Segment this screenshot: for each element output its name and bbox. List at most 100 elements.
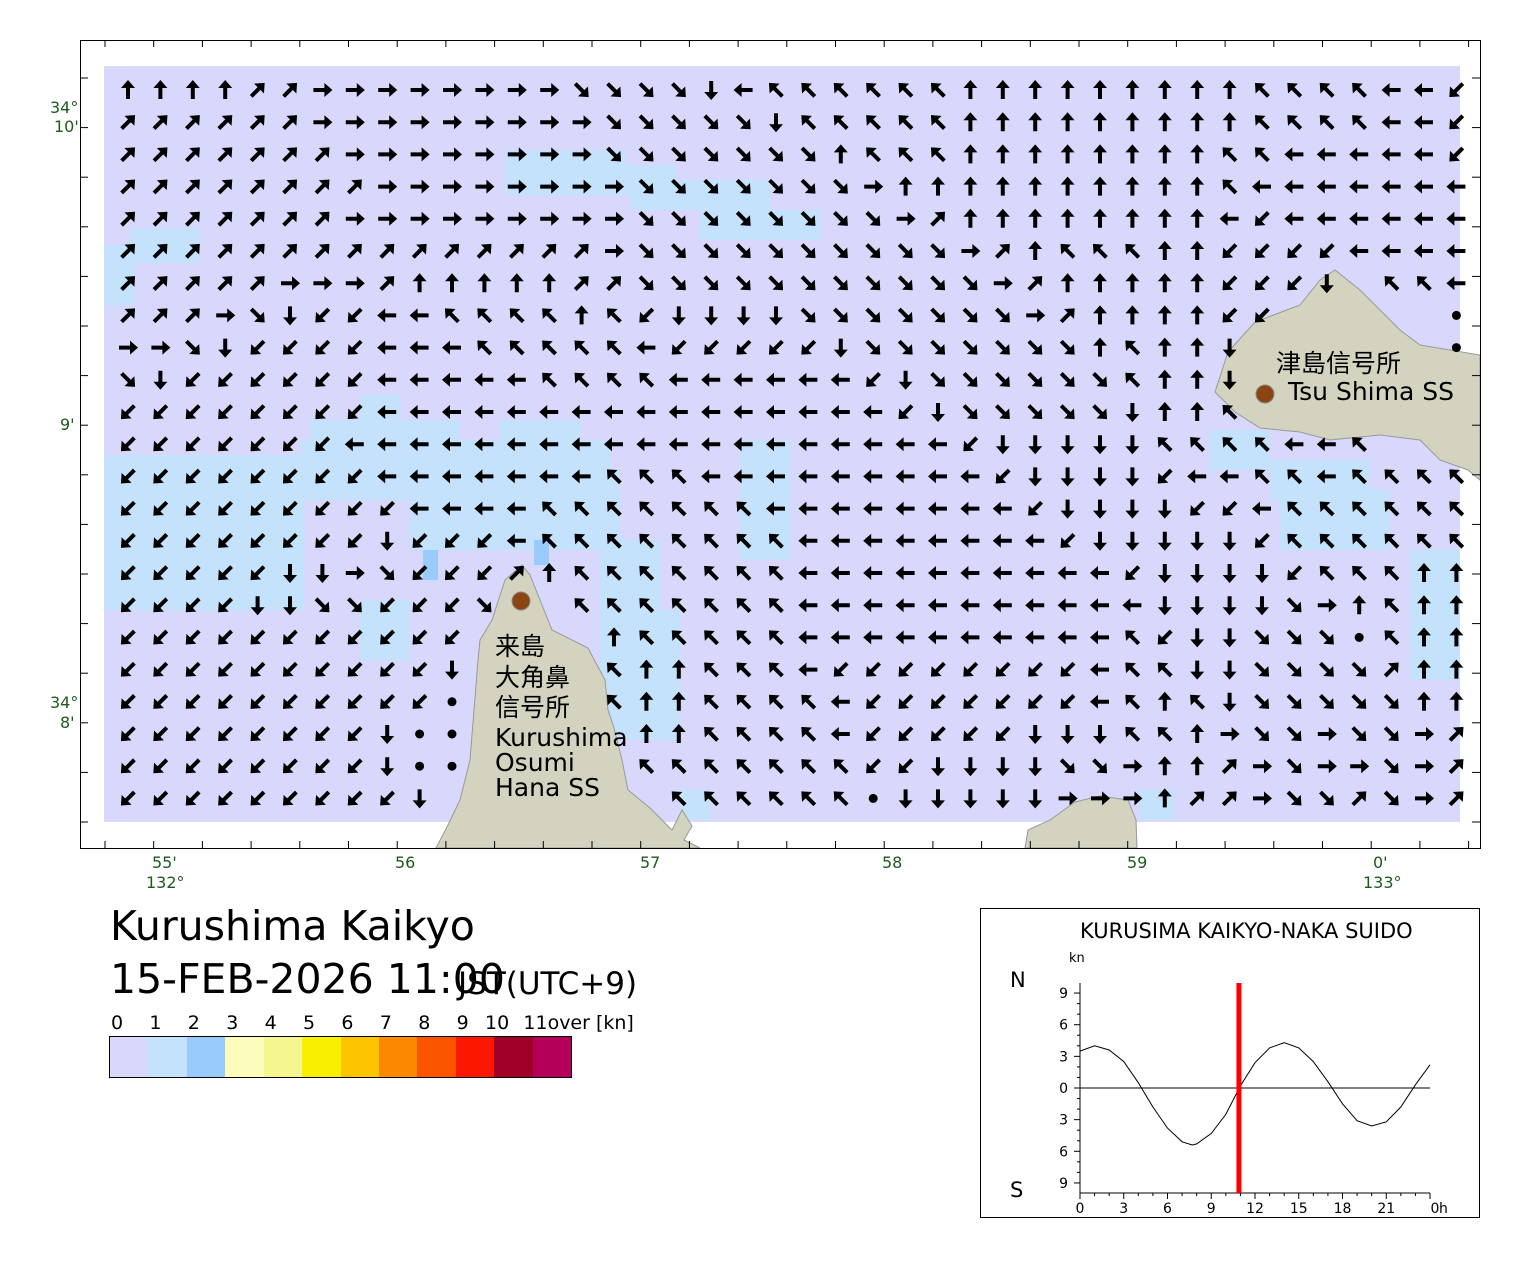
current-arrow — [1190, 241, 1205, 260]
current-arrow — [218, 790, 233, 806]
current-arrow — [249, 276, 265, 291]
tsushima-station-name-en: Tsu Shima SS — [1287, 377, 1454, 406]
current-arrow — [1190, 273, 1205, 293]
current-arrow — [152, 115, 168, 130]
current-arrow — [735, 275, 751, 291]
current-arrow — [217, 147, 233, 163]
y-tick-label: 9 — [1059, 1176, 1068, 1192]
current-arrow — [1286, 597, 1302, 613]
current-arrow — [120, 243, 136, 259]
current-arrow — [1190, 144, 1205, 164]
current-arrow — [798, 533, 818, 548]
current-arrow — [928, 501, 947, 516]
legend-swatch — [148, 1037, 187, 1077]
current-arrow — [1254, 147, 1270, 163]
current-arrow — [153, 468, 169, 484]
current-arrow — [1383, 694, 1399, 709]
current-arrow — [477, 308, 493, 324]
current-arrow — [830, 501, 850, 516]
current-arrow — [701, 372, 721, 387]
current-arrow — [218, 500, 233, 516]
current-arrow — [1092, 758, 1108, 774]
current-arrow — [185, 372, 201, 387]
current-arrow — [345, 566, 365, 580]
current-arrow — [995, 144, 1010, 164]
current-arrow — [542, 308, 557, 324]
current-arrow — [1254, 243, 1270, 259]
current-arrow — [378, 115, 398, 130]
current-arrow — [704, 565, 719, 581]
current-arrow — [833, 275, 848, 291]
speed-2-3kn-area — [534, 540, 549, 565]
current-arrow — [152, 211, 168, 227]
current-arrow — [1222, 243, 1238, 259]
current-arrow — [1319, 533, 1335, 549]
current-arrow — [315, 790, 331, 806]
current-arrow — [380, 694, 395, 709]
current-arrow — [1190, 694, 1205, 710]
current-arrow — [1190, 112, 1205, 132]
current-arrow — [476, 243, 492, 259]
current-arrow — [736, 501, 752, 517]
speed-1-2kn-area — [1210, 430, 1270, 470]
current-arrow — [347, 307, 363, 323]
current-arrow — [185, 404, 201, 420]
current-arrow — [249, 147, 265, 163]
current-arrow — [1060, 499, 1075, 519]
current-arrow — [218, 468, 233, 484]
current-arrow — [606, 114, 622, 130]
current-arrow — [1287, 243, 1303, 259]
current-arrow — [897, 243, 913, 259]
current-arrow — [1125, 176, 1140, 196]
current-arrow — [1287, 275, 1303, 291]
current-arrow — [995, 80, 1010, 99]
current-arrow — [930, 82, 946, 98]
current-arrow — [315, 726, 331, 742]
current-arrow — [1414, 83, 1433, 97]
current-arrow — [1220, 727, 1240, 741]
current-arrow — [120, 276, 136, 291]
kurushima-station-marker[interactable] — [511, 591, 531, 611]
calm-dot — [1451, 343, 1461, 353]
current-arrow — [1449, 501, 1465, 517]
current-arrow — [963, 112, 978, 132]
current-arrow — [573, 243, 589, 259]
current-arrow — [314, 243, 330, 259]
current-arrow — [1025, 598, 1045, 613]
current-arrow — [1351, 791, 1367, 807]
current-arrow — [995, 468, 1011, 484]
current-arrow — [1252, 501, 1271, 516]
current-arrow — [1125, 467, 1140, 487]
current-arrow — [152, 147, 168, 163]
current-arrow — [768, 726, 784, 742]
current-arrow — [1417, 595, 1431, 615]
current-arrow — [830, 437, 850, 452]
current-arrow — [152, 179, 168, 195]
current-arrow — [1449, 595, 1464, 615]
current-arrow — [1417, 627, 1431, 647]
current-arrow — [153, 436, 169, 452]
tsushima-station-marker[interactable] — [1255, 384, 1275, 404]
current-arrow — [282, 82, 298, 98]
current-arrow — [768, 533, 784, 549]
current-arrow — [671, 339, 687, 355]
current-arrow — [897, 307, 913, 323]
current-arrow — [1287, 115, 1303, 130]
current-arrow — [1317, 759, 1337, 774]
current-arrow — [1319, 661, 1334, 677]
current-arrow — [153, 500, 169, 516]
current-arrow — [962, 404, 978, 420]
current-arrow — [377, 405, 397, 419]
current-arrow — [1093, 467, 1107, 487]
current-arrow — [153, 661, 169, 677]
current-arrow — [1383, 790, 1399, 806]
current-arrow — [1157, 112, 1172, 132]
current-arrow — [931, 757, 945, 777]
y-tick-label: 9' — [60, 415, 75, 434]
current-arrow — [315, 372, 331, 387]
kurushima-station-name-ja-1: 来島 — [495, 632, 545, 661]
current-arrow — [863, 566, 883, 580]
current-arrow — [1092, 404, 1108, 420]
current-arrow — [992, 533, 1012, 548]
current-arrow — [1157, 629, 1173, 645]
